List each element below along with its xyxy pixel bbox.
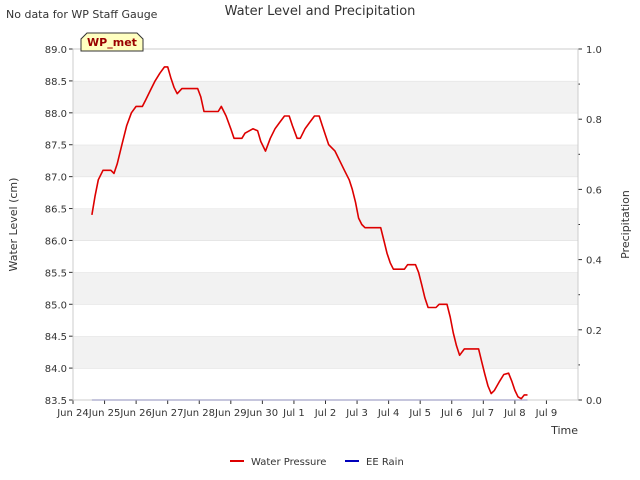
x-tick-label: Jun 24 [56, 408, 89, 419]
y-right-tick-label: 0.8 [586, 115, 602, 126]
x-tick-label: Jul 1 [282, 408, 305, 419]
x-tick-label: Jul 5 [408, 408, 431, 419]
legend: Water Pressure EE Rain [230, 457, 404, 468]
y-left-tick-label: 87.0 [45, 173, 67, 184]
x-tick-label: Jul 4 [377, 408, 400, 419]
plot-frame [72, 48, 579, 401]
x-tick-label: Jul 2 [314, 408, 337, 419]
no-data-note: No data for WP Staff Gauge [6, 8, 158, 21]
x-tick-label: Jun 29 [214, 408, 247, 419]
legend-label: EE Rain [366, 457, 404, 468]
grid-band [73, 49, 578, 81]
y-left-axis-label: Water Level (cm) [7, 178, 20, 272]
x-axis-label: Time [550, 424, 578, 437]
y-left-tick-label: 85.0 [45, 300, 67, 311]
grid-band [73, 144, 578, 177]
y-right-tick-label: 0.4 [586, 256, 602, 267]
x-tick-label: Jun 25 [88, 408, 121, 419]
y-right-tick-label: 0.0 [586, 396, 602, 407]
grid-band [73, 272, 578, 305]
y-left-tick-label: 84.0 [45, 364, 67, 375]
y-right-tick-label: 0.6 [586, 185, 602, 196]
x-tick-label: Jul 7 [472, 408, 495, 419]
grid-band [73, 176, 578, 209]
grid-band [73, 304, 578, 337]
grid-bands [73, 48, 578, 400]
grid-band [73, 368, 578, 400]
y-left-axis-ticks: 83.5 84.0 84.5 85.0 85.5 86.0 86.5 87.0 87.5 88.0… [45, 45, 73, 407]
x-axis-ticks: Jun 24 Jun 25 Jun 26 Jun 27 Jun 28 Jun 29 Jun … [56, 400, 557, 419]
station-label: WP_met [87, 36, 137, 49]
y-right-tick-label: 0.2 [586, 326, 602, 337]
y-left-tick-label: 87.5 [45, 141, 67, 152]
x-tick-label: Jul 8 [503, 408, 526, 419]
x-tick-label: Jun 30 [246, 408, 279, 419]
y-left-tick-label: 88.5 [45, 77, 67, 88]
y-left-tick-label: 84.5 [45, 332, 67, 343]
y-left-tick-label: 89.0 [45, 45, 67, 56]
x-tick-label: Jun 28 [182, 408, 215, 419]
x-tick-label: Jul 6 [440, 408, 463, 419]
y-right-tick-label: 1.0 [586, 45, 602, 56]
y-left-tick-label: 88.0 [45, 109, 67, 120]
x-tick-label: Jun 26 [119, 408, 152, 419]
grid-band [73, 112, 578, 145]
y-left-tick-label: 86.0 [45, 236, 67, 247]
station-label-background [80, 32, 144, 52]
y-right-axis-ticks: 0.0 0.2 0.4 0.6 0.8 1.0 [578, 45, 602, 407]
y-left-tick-label: 85.5 [45, 268, 67, 279]
chart-title: Water Level and Precipitation [225, 4, 416, 19]
grid-band [73, 80, 578, 113]
y-left-tick-label: 83.5 [45, 396, 67, 407]
station-label-box: WP_met [80, 32, 144, 52]
grid-band [73, 240, 578, 273]
y-right-axis-label: Precipitation [619, 190, 632, 259]
x-tick-label: Jun 27 [151, 408, 184, 419]
series-line-water-pressure [91, 66, 528, 400]
legend-label: Water Pressure [251, 457, 326, 468]
x-tick-label: Jul 9 [535, 408, 558, 419]
y-left-tick-label: 86.5 [45, 205, 67, 216]
grid-band [73, 208, 578, 241]
grid-band [73, 336, 578, 369]
x-tick-label: Jul 3 [345, 408, 368, 419]
